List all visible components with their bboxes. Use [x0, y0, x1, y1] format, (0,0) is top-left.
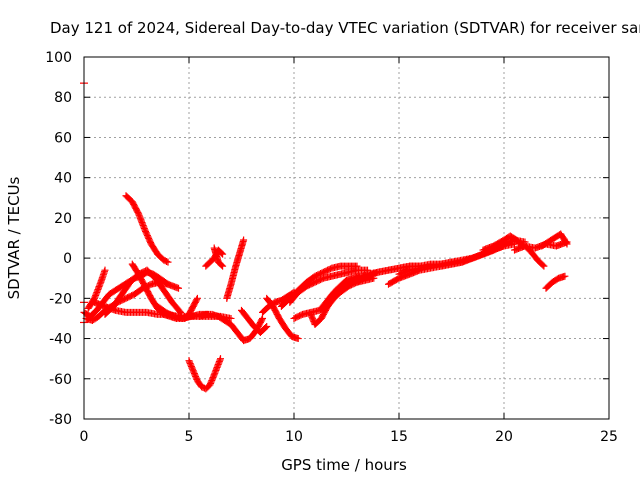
x-tick-label: 15 — [390, 429, 408, 445]
data-point — [218, 261, 226, 269]
x-tick-label: 25 — [600, 429, 618, 445]
data-point — [177, 308, 185, 316]
x-tick-label: 0 — [80, 429, 89, 445]
data-point — [101, 266, 109, 274]
data-point — [561, 272, 569, 280]
x-tick-label: 10 — [285, 429, 303, 445]
y-tick-label: 40 — [54, 171, 72, 187]
data-point — [219, 262, 227, 270]
y-tick-label: -80 — [49, 412, 72, 428]
data-point — [539, 261, 547, 269]
plot-frame — [83, 56, 610, 420]
data-point — [219, 250, 227, 258]
y-tick-label: 60 — [54, 130, 72, 146]
y-tick-label: 100 — [45, 50, 72, 66]
data-point — [294, 335, 302, 343]
data-point — [163, 257, 171, 265]
data-point — [258, 316, 266, 324]
data-point — [259, 314, 266, 322]
data-point — [164, 258, 172, 266]
grid — [84, 57, 609, 419]
y-axis-label: SDTVAR / TECUs — [5, 176, 23, 299]
x-axis-label: GPS time / hours — [281, 456, 407, 474]
y-tick-label: -20 — [49, 291, 72, 307]
data-point — [263, 322, 271, 330]
data-point — [217, 355, 224, 363]
data-point — [176, 307, 184, 315]
data-point — [175, 284, 182, 292]
data-point — [540, 262, 548, 270]
data-point — [562, 239, 570, 247]
data-point — [204, 310, 212, 318]
data-points — [80, 82, 571, 393]
data-point — [563, 240, 571, 248]
y-tick-label: 80 — [54, 90, 72, 106]
data-point — [240, 236, 248, 244]
y-tick-label: -60 — [49, 372, 72, 388]
data-point — [193, 294, 201, 302]
x-tick-label: 20 — [495, 429, 513, 445]
data-point — [218, 249, 226, 257]
data-point — [227, 314, 235, 322]
y-tick-label: 20 — [54, 211, 72, 227]
data-point — [193, 296, 201, 304]
data-point — [262, 323, 270, 331]
axis-ticks: 0 5 10 15 20 25 -80 -60 -40 -20 0 20 40 60 80 100 — [45, 50, 618, 445]
x-tick-label: 5 — [185, 429, 194, 445]
y-tick-label: 0 — [63, 251, 72, 267]
y-tick-label: -40 — [49, 332, 72, 348]
chart-title: Day 121 of 2024, Sidereal Day-to-day VTE… — [50, 19, 640, 37]
